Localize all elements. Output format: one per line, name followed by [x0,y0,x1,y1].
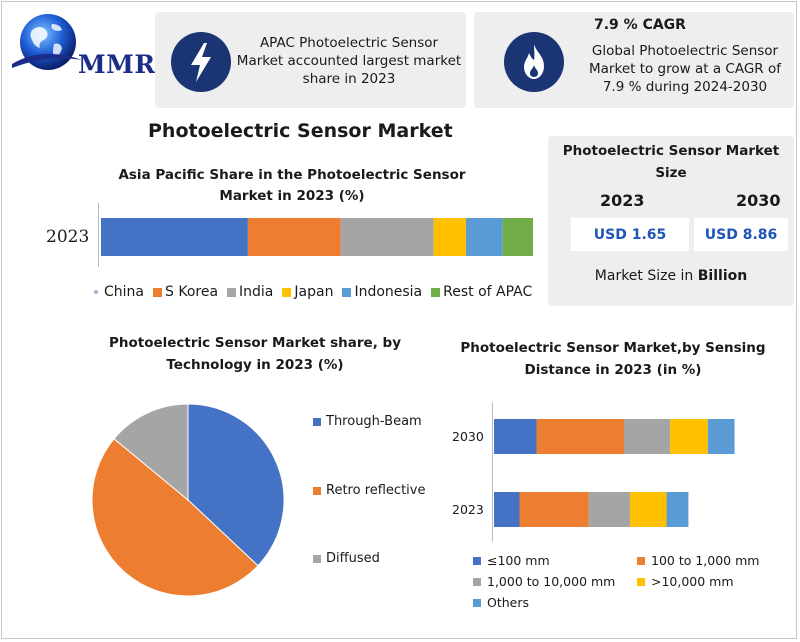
pie-legend-swatch [313,417,321,426]
info-box-cagr: 7.9 % CAGR Global Photoelectric Sensor M… [474,12,794,108]
apac-chart-axis [98,203,99,267]
apac-legend-label: S Korea [165,284,219,300]
market-size-panel: Photoelectric Sensor Market Size 2023 20… [548,136,794,306]
apac-bar-segment-china [101,218,248,256]
sensing-legend-swatch [637,556,645,565]
apac-stacked-bar [101,218,533,256]
apac-legend-label: China [104,284,144,300]
pie-legend-swatch [313,554,321,563]
sensing-bar-segment-2030-100-mm [494,419,537,454]
apac-legend-item-indonesia: Indonesia [342,284,422,300]
apac-legend-item-japan: Japan [282,284,333,300]
market-size-year-2030: 2030 [736,191,781,210]
apac-chart-title: Asia Pacific Share in the Photoelectric … [118,167,466,204]
apac-legend-label: Japan [294,284,334,300]
info-text-apac: APAC Photoelectric Sensor Market account… [236,35,462,87]
lightning-badge [171,32,231,92]
market-size-note-prefix: Market Size in [594,268,694,284]
apac-legend-swatch [431,287,441,297]
sensing-legend-swatch [473,577,481,586]
sensing-bar-segment-2030-10-000-mm [670,419,708,454]
sensing-legend-swatch [637,577,645,586]
market-size-note: Market Size in Billion [548,268,794,284]
apac-legend-label: Rest of APAC [443,284,533,300]
market-size-title: Photoelectric Sensor Market Size [562,143,780,181]
sensing-legend-label: Others [487,595,530,610]
apac-legend-swatch [153,287,162,297]
sensing-legend-label: ≤100 mm [487,553,550,568]
apac-category-label: 2023 [46,227,90,247]
apac-legend-label: India [239,284,274,300]
pie-slice-diffused [113,403,189,502]
technology-chart-title: Photoelectric Sensor Market share, by Te… [108,335,402,373]
apac-legend-item-rest-of-apac: Rest of APAC [431,284,532,300]
apac-bar-segment-s-korea [247,218,341,256]
brand-logo: MMR [8,10,158,85]
pie-slice-retro-reflective [92,438,259,597]
sensing-bar-segment-2023-100-to-1-000-mm [519,492,589,527]
sensing-legend-swatch [473,556,481,565]
cagr-title: 7.9 % CAGR [594,17,686,33]
sensing-bar-segment-2030-100-to-1-000-mm [536,419,625,454]
sensing-bar-segment-2023-100-mm [494,492,520,527]
apac-legend-item-india: India [227,284,273,300]
page-title: Photoelectric Sensor Market [148,120,453,142]
sensing-legend-item-1-000-to-10-000-mm: 1,000 to 10,000 mm [473,574,615,589]
apac-legend-item-china: China [94,284,144,300]
sensing-distance-bar-2023 [494,492,689,527]
pie-legend-label: Diffused [326,551,380,566]
apac-legend-swatch [282,287,292,297]
sensing-legend-label: 1,000 to 10,000 mm [487,574,616,589]
lightning-icon [191,43,211,82]
pie-legend-label: Through-Beam [326,414,422,429]
pie-legend-label: Retro reflective [326,483,426,498]
sensing-legend-item-others: Others [473,595,529,610]
apac-legend-swatch [227,287,237,297]
sensing-legend-label: >10,000 mm [651,574,734,589]
sensing-bar-segment-2023-1-000-to-10-000-mm [588,492,631,527]
sensing-distance-category-2030: 2030 [452,429,484,444]
apac-chart-legend: China S Korea India Japan Indonesia Rest of A… [94,284,541,300]
sensing-legend-item-100-to-1-000-mm: 100 to 1,000 mm [637,553,759,568]
apac-legend-item-s-korea: S Korea [153,284,218,300]
sensing-distance-bar-2030 [494,419,735,454]
apac-bar-segment-rest-of-apac [502,218,533,256]
sensing-bar-segment-2023-others [666,492,689,527]
pie-legend-swatch [313,486,321,495]
flame-badge [504,32,564,92]
sensing-distance-chart-title: Photoelectric Sensor Market,by Sensing D… [460,340,766,378]
sensing-bar-segment-2030-1-000-to-10-000-mm [624,419,671,454]
sensing-legend-label: 100 to 1,000 mm [651,553,760,568]
sensing-bar-segment-2030-others [707,419,735,454]
technology-pie-chart [92,403,285,597]
sensing-legend-swatch [473,598,481,607]
sensing-legend-item-100-mm: ≤100 mm [473,553,550,568]
pie-slice-through-beam [187,403,285,567]
apac-bar-segment-india [340,218,434,256]
market-size-value-2023: USD 1.65 [571,218,689,251]
market-size-value-2030: USD 8.86 [694,218,788,251]
pie-legend-item-through-beam: Through-Beam [313,414,422,429]
market-size-year-2023: 2023 [600,191,645,210]
info-text-cagr: Global Photoelectric Sensor Market to gr… [589,43,781,95]
apac-bar-segment-japan [433,218,467,256]
apac-legend-label: Indonesia [354,284,423,300]
apac-bar-segment-indonesia [466,218,503,256]
pie-legend-item-diffused: Diffused [313,551,380,566]
sensing-legend-item-10-000-mm: >10,000 mm [637,574,734,589]
market-size-note-unit: Billion [697,268,748,284]
info-box-apac-share: APAC Photoelectric Sensor Market account… [155,12,466,108]
brand-name: MMR [78,50,156,79]
apac-legend-swatch [94,290,98,294]
pie-legend-item-retro-reflective: Retro reflective [313,483,425,498]
flame-icon [524,44,544,79]
sensing-bar-segment-2023-10-000-mm [630,492,667,527]
globe-icon [12,14,82,70]
apac-legend-swatch [342,287,352,297]
sensing-distance-category-2023: 2023 [452,502,484,517]
sensing-distance-chart-axis [492,402,493,542]
